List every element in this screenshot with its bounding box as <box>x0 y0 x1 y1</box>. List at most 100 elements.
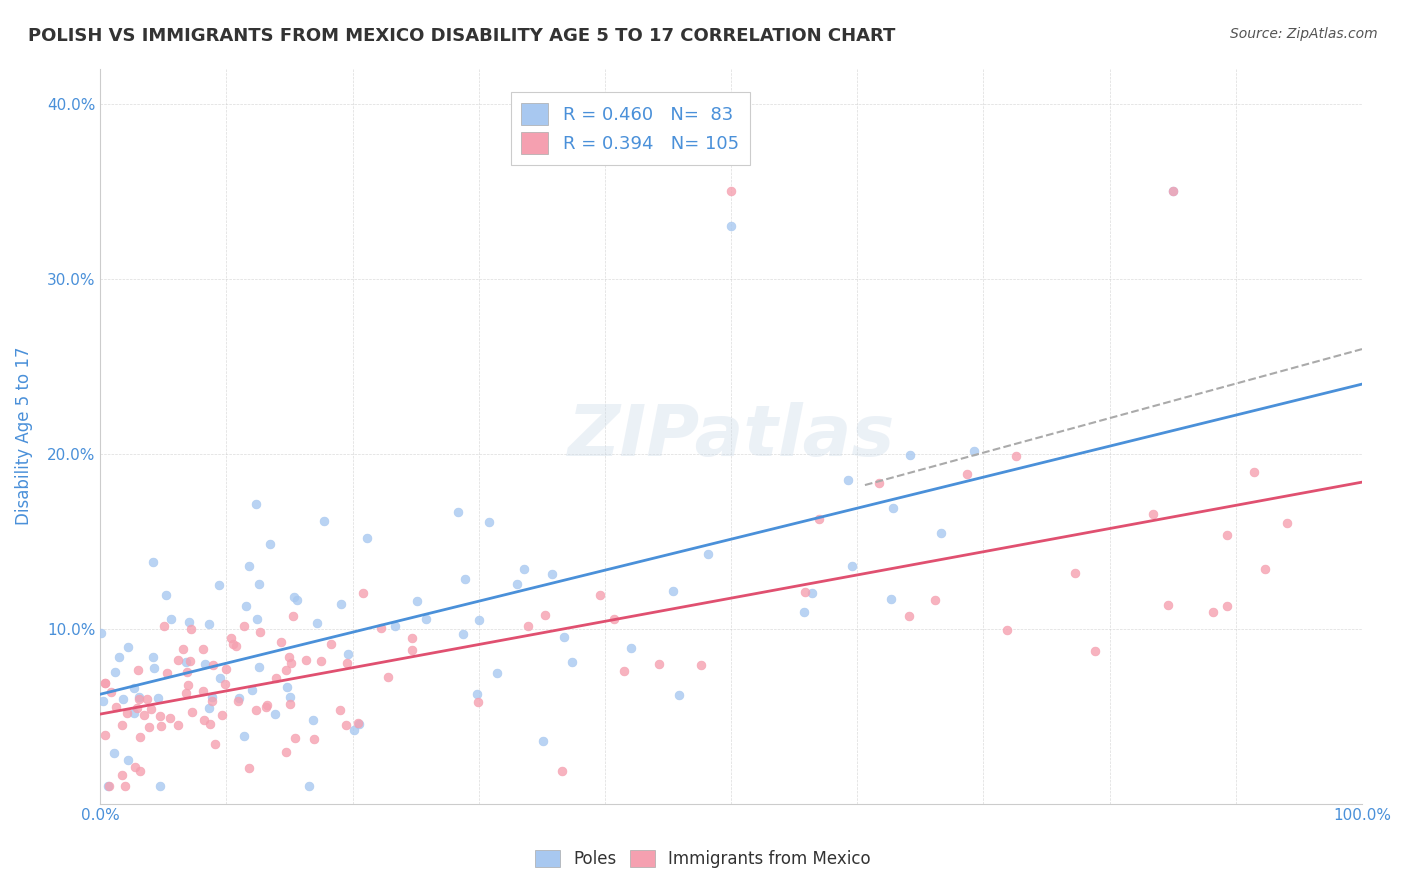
Point <box>100 685 122 699</box>
Point <box>235 599 257 613</box>
Point <box>117 706 139 720</box>
Point <box>149 779 172 793</box>
Point <box>201 694 224 708</box>
Point <box>270 635 292 649</box>
Point <box>128 692 150 706</box>
Point <box>222 637 245 651</box>
Point <box>512 561 534 575</box>
Point <box>127 663 149 677</box>
Point <box>122 706 145 720</box>
Point <box>447 505 470 519</box>
Point <box>198 616 221 631</box>
Point <box>298 779 321 793</box>
Point <box>1161 184 1184 198</box>
Point <box>451 627 474 641</box>
Point <box>837 474 859 488</box>
Point <box>336 657 359 671</box>
Point <box>142 650 165 665</box>
Point <box>160 611 183 625</box>
Point <box>506 577 529 591</box>
Point <box>963 444 986 458</box>
Point <box>149 719 172 733</box>
Point <box>247 576 270 591</box>
Point <box>897 608 920 623</box>
Point <box>90 625 112 640</box>
Point <box>221 631 243 645</box>
Point <box>249 624 271 639</box>
Point <box>228 691 250 706</box>
Point <box>181 706 204 720</box>
Point <box>240 682 263 697</box>
Point <box>141 555 163 569</box>
Point <box>343 723 366 738</box>
Point <box>551 764 574 778</box>
Text: Source: ZipAtlas.com: Source: ZipAtlas.com <box>1230 27 1378 41</box>
Point <box>180 622 202 636</box>
Point <box>588 588 610 602</box>
Point <box>232 729 254 743</box>
Point <box>929 525 952 540</box>
Point <box>132 707 155 722</box>
Point <box>167 717 190 731</box>
Point <box>129 730 152 744</box>
Point <box>613 664 636 678</box>
Point <box>176 655 198 669</box>
Point <box>209 671 232 685</box>
Point <box>172 642 194 657</box>
Point <box>305 615 328 630</box>
Point <box>285 592 308 607</box>
Point <box>111 768 134 782</box>
Point <box>202 658 225 673</box>
Point <box>96 779 118 793</box>
Point <box>278 690 301 705</box>
Point <box>516 619 538 633</box>
Point <box>534 607 557 622</box>
Point <box>128 690 150 704</box>
Point <box>93 693 115 707</box>
Point <box>312 515 335 529</box>
Point <box>1216 528 1239 542</box>
Point <box>553 630 575 644</box>
Point <box>194 657 217 672</box>
Point <box>200 716 222 731</box>
Point <box>191 642 214 657</box>
Point <box>264 706 287 721</box>
Point <box>1161 184 1184 198</box>
Point <box>128 764 150 778</box>
Point <box>405 594 427 608</box>
Point <box>415 611 437 625</box>
Point <box>127 700 149 714</box>
Point <box>284 731 307 745</box>
Point <box>155 589 177 603</box>
Point <box>295 652 318 666</box>
Point <box>264 671 287 685</box>
Point <box>561 655 583 669</box>
Point <box>807 511 830 525</box>
Point <box>880 592 903 607</box>
Point <box>254 699 277 714</box>
Point <box>283 591 305 605</box>
Point <box>117 640 139 654</box>
Point <box>124 759 146 773</box>
Point <box>302 713 325 727</box>
Point <box>467 695 489 709</box>
Point <box>1216 599 1239 613</box>
Point <box>841 558 863 573</box>
Point <box>801 586 824 600</box>
Point <box>1157 598 1180 612</box>
Point <box>401 631 423 645</box>
Point <box>94 675 117 690</box>
Point <box>143 660 166 674</box>
Point <box>401 643 423 657</box>
Point <box>793 585 815 599</box>
Point <box>122 681 145 695</box>
Point <box>336 647 359 661</box>
Point <box>117 753 139 767</box>
Point <box>485 666 508 681</box>
Point <box>138 720 160 734</box>
Point <box>155 666 177 681</box>
Point <box>98 779 121 793</box>
Point <box>215 662 238 676</box>
Point <box>204 737 226 751</box>
Point <box>478 515 501 529</box>
